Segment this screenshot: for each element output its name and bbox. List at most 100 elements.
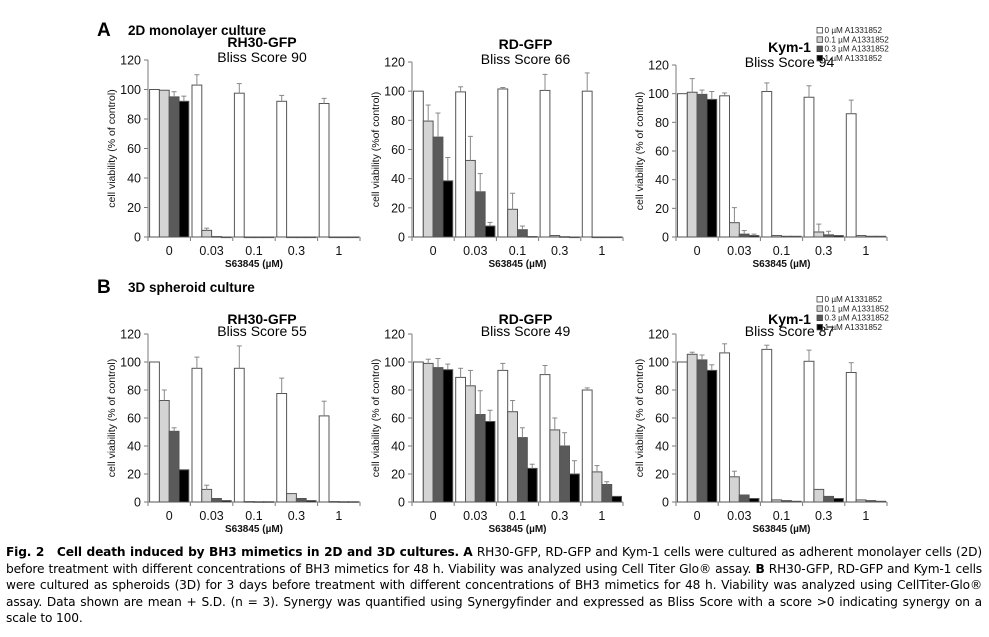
bar [761, 348, 773, 503]
bar [348, 501, 359, 503]
figure-caption: Fig. 2 Cell death induced by BH3 mimetic… [6, 544, 982, 627]
legend-swatch [816, 27, 823, 34]
x-tick-label: 0.03 [463, 509, 487, 523]
bar [781, 500, 792, 503]
x-tick-label: 0.3 [551, 509, 568, 523]
x-tick-label: 1 [598, 509, 605, 523]
bar [220, 236, 232, 239]
chart-title: RD-GFP [499, 36, 553, 52]
x-axis-label: S63845 (µM) [752, 524, 810, 535]
y-axis-label: cell viability (% of control) [634, 359, 646, 477]
x-tick-label: 0.1 [773, 244, 790, 258]
y-tick-label: 80 [391, 114, 405, 128]
bar [813, 488, 825, 503]
x-tick-label: 1 [862, 244, 869, 258]
bar [305, 236, 317, 239]
legend-swatch [816, 55, 823, 62]
legend-label: 1 µM A1331852 [825, 323, 883, 332]
x-tick-label: 0.3 [288, 244, 305, 258]
x-axis-label: S63845 (µM) [752, 259, 810, 270]
chart-subtitle: Bliss Score 90 [217, 49, 307, 65]
bar [696, 359, 708, 503]
bar [855, 499, 867, 503]
bar [719, 352, 731, 503]
legend-swatch [816, 323, 823, 331]
legend-swatch [816, 314, 823, 322]
chart-subtitle: Bliss Score 87 [745, 323, 835, 339]
caption-part-a-text: RH30-GFP, RD-GFP and Kym-1 cells were cu… [6, 545, 983, 576]
x-tick-label: 0.1 [773, 509, 790, 523]
chart-title: Kym-1 [768, 311, 811, 327]
bar [771, 499, 783, 503]
y-tick-label: 40 [127, 440, 141, 454]
y-tick-label: 0 [662, 231, 669, 245]
y-tick-label: 100 [384, 85, 405, 99]
x-tick-label: 0.1 [245, 509, 262, 523]
y-tick-label: 20 [655, 468, 669, 482]
panel-a-title: 2D monolayer culture [128, 23, 267, 38]
y-tick-label: 60 [655, 412, 669, 426]
x-tick-label: 0.03 [199, 509, 223, 523]
y-tick-label: 0 [398, 231, 405, 245]
x-tick-label: 0.03 [199, 244, 223, 258]
bar [865, 500, 877, 503]
bar [178, 469, 190, 503]
chart-title: Kym-1 [768, 39, 811, 55]
y-tick-label: 40 [391, 440, 405, 454]
bar [526, 236, 538, 238]
x-tick-label: 0 [694, 244, 701, 258]
y-tick-label: 20 [127, 468, 141, 482]
chart-title: RD-GFP [499, 311, 553, 327]
y-tick-label: 20 [127, 201, 141, 215]
y-tick-label: 40 [391, 172, 405, 186]
legend-label: 1 µM A1331852 [825, 54, 883, 63]
caption-part-b-label: B [755, 561, 765, 576]
x-axis-label: S63845 (µM) [225, 524, 283, 535]
bar [263, 236, 275, 239]
x-tick-label: 0 [166, 244, 173, 258]
bar [823, 495, 835, 503]
caption-label: Fig. 2 [6, 545, 45, 559]
y-tick-label: 40 [127, 172, 141, 186]
bar [348, 236, 359, 239]
x-axis-label: S63845 (µM) [488, 259, 546, 270]
y-tick-label: 60 [391, 143, 405, 157]
y-tick-label: 80 [391, 384, 405, 398]
bar [706, 369, 718, 503]
x-tick-label: 0 [166, 509, 173, 523]
bar [875, 500, 887, 503]
y-tick-label: 0 [398, 496, 405, 510]
panel-b-title: 3D spheroid culture [128, 280, 255, 295]
x-tick-label: 1 [598, 244, 605, 258]
legend-swatch [816, 296, 823, 303]
y-tick-label: 20 [391, 201, 405, 215]
y-axis-label: cell viability (% of control) [370, 359, 382, 477]
x-tick-label: 0.3 [288, 509, 305, 523]
y-tick-label: 20 [655, 202, 669, 216]
x-tick-label: 1 [335, 509, 342, 523]
caption-heading: Cell death induced by BH3 mimetics in 2D… [56, 545, 460, 559]
bar [803, 360, 815, 503]
panel-b-letter: B [97, 277, 111, 298]
bar [729, 476, 740, 503]
y-tick-label: 80 [127, 113, 141, 127]
y-axis-label: cell viability (% of control) [634, 92, 646, 210]
y-tick-label: 0 [662, 496, 669, 510]
y-tick-label: 120 [384, 328, 405, 342]
y-tick-label: 40 [655, 173, 669, 187]
bar [748, 498, 760, 503]
bar [738, 494, 750, 503]
bar [833, 498, 844, 503]
y-tick-label: 120 [120, 54, 141, 68]
bar [677, 361, 688, 503]
bar [790, 235, 802, 238]
legend-label: 0.1 µM A1331852 [825, 304, 890, 313]
y-tick-label: 80 [127, 384, 141, 398]
legend-swatch [816, 36, 823, 43]
y-axis-label: cell viability (% of control) [106, 359, 118, 477]
y-axis-label: cell viability (%of control) [370, 92, 382, 208]
x-tick-label: 1 [335, 244, 342, 258]
